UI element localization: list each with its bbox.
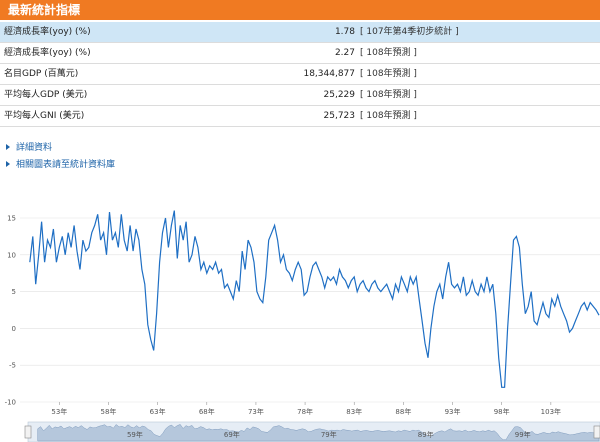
- navigator-area: [37, 424, 600, 442]
- stat-note: [ 107年第4季初步統計 ]: [360, 27, 459, 37]
- y-axis-ticks: -10 -5 0 5 10 15: [5, 215, 16, 407]
- database-charts-link[interactable]: 相關圖表請至統計資料庫: [0, 157, 600, 174]
- y-tick-label: 0: [12, 325, 16, 333]
- chart-gridlines: [20, 217, 600, 403]
- stat-note: [ 108年預測 ]: [360, 48, 417, 58]
- stats-row: 經濟成長率(yoy) (%) 1.78 [ 107年第4季初步統計 ]: [0, 22, 600, 43]
- latest-stats-header: 最新統計指標: [0, 0, 600, 20]
- y-tick-label: -10: [5, 399, 16, 407]
- stat-label: 經濟成長率(yoy) (%): [4, 48, 91, 58]
- x-tick-label: 58年: [101, 407, 117, 416]
- navigator-tick-label: 59年: [127, 430, 143, 439]
- x-tick-label: 68年: [199, 407, 215, 416]
- stat-note: [ 108年預測 ]: [360, 69, 417, 79]
- stat-label: 平均每人GDP (美元): [4, 90, 88, 100]
- stat-note: [ 108年預測 ]: [360, 111, 417, 121]
- stat-value: 1.78: [334, 27, 355, 37]
- y-tick-label: -5: [9, 362, 16, 370]
- navigator-tick-label: 89年: [418, 430, 434, 439]
- x-tick-label: 93年: [445, 407, 461, 416]
- gdp-growth-line-chart: -10 -5 0 5 10 15 53年 58年 63年 68年 73年 78年 83年 88年 93年 9…: [5, 210, 600, 442]
- x-tick-label: 83年: [346, 407, 362, 416]
- y-tick-label: 5: [12, 288, 16, 296]
- stat-value: 2.27: [334, 48, 355, 58]
- range-navigator[interactable]: 59年 69年 79年 89年 99年: [24, 421, 600, 442]
- x-tick-label: 98年: [494, 407, 510, 416]
- x-tick-label: 63年: [150, 407, 166, 416]
- stats-row: 經濟成長率(yoy) (%) 2.27 [ 108年預測 ]: [0, 43, 600, 64]
- stats-row: 名目GDP (百萬元) 18,344,877 [ 108年預測 ]: [0, 64, 600, 85]
- stat-label: 名目GDP (百萬元): [4, 69, 79, 79]
- navigator-left-handle[interactable]: [24, 425, 32, 439]
- y-tick-label: 10: [7, 251, 16, 259]
- x-axis-ticks: 53年 58年 63年 68年 73年 78年 83年 88年 93年 98年 103年: [51, 402, 561, 416]
- stat-value: 18,344,877: [303, 69, 355, 79]
- series-line: [29, 210, 600, 388]
- stat-value: 25,723: [323, 111, 356, 121]
- x-tick-label: 88年: [395, 407, 411, 416]
- links-list: 詳細資料 相關圖表請至統計資料庫: [0, 140, 600, 174]
- detail-data-link[interactable]: 詳細資料: [0, 140, 600, 157]
- triangle-right-icon: [6, 144, 10, 150]
- x-tick-label: 53年: [51, 407, 67, 416]
- navigator-tick-label: 99年: [515, 430, 531, 439]
- stat-note: [ 108年預測 ]: [360, 90, 417, 100]
- stat-label: 平均每人GNI (美元): [4, 111, 85, 121]
- stat-value: 25,229: [323, 90, 356, 100]
- header-title: 最新統計指標: [8, 3, 81, 17]
- link-label: 相關圖表請至統計資料庫: [16, 160, 116, 170]
- stats-table: 經濟成長率(yoy) (%) 1.78 [ 107年第4季初步統計 ] 經濟成長…: [0, 22, 600, 127]
- stat-label: 經濟成長率(yoy) (%): [4, 27, 91, 37]
- navigator-tick-label: 69年: [224, 430, 240, 439]
- x-tick-label: 73年: [248, 407, 264, 416]
- triangle-right-icon: [6, 161, 10, 167]
- stats-row: 平均每人GNI (美元) 25,723 [ 108年預測 ]: [0, 106, 600, 127]
- x-tick-label: 103年: [541, 407, 561, 416]
- x-tick-label: 78年: [297, 407, 313, 416]
- navigator-right-handle[interactable]: [593, 425, 600, 439]
- y-tick-label: 15: [7, 215, 16, 223]
- link-label: 詳細資料: [16, 143, 53, 153]
- navigator-ticks: 59年 69年 79年 89年 99年: [127, 430, 531, 439]
- navigator-tick-label: 79年: [321, 430, 337, 439]
- stats-row: 平均每人GDP (美元) 25,229 [ 108年預測 ]: [0, 85, 600, 106]
